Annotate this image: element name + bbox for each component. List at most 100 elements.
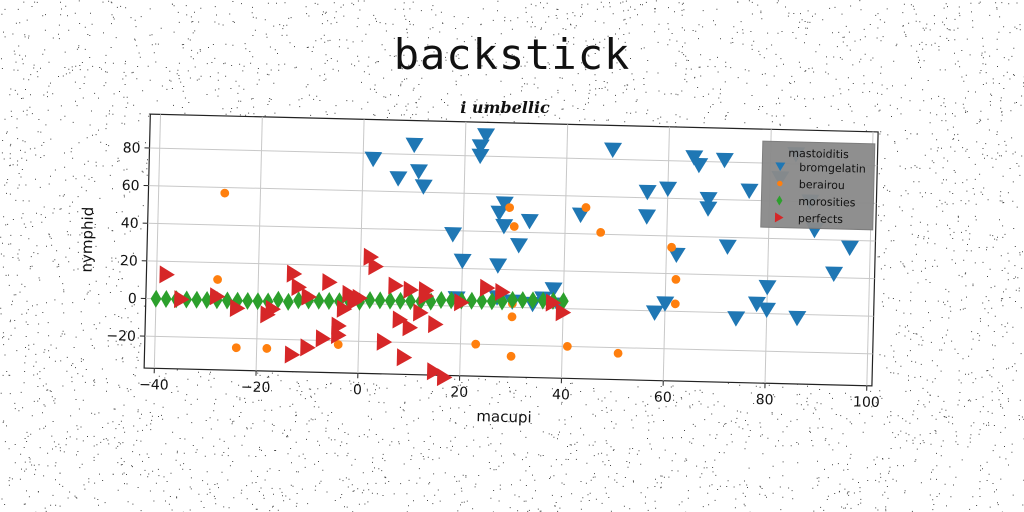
perfects-point bbox=[392, 310, 409, 329]
morosities-point bbox=[405, 292, 416, 311]
morosities-point bbox=[517, 291, 529, 310]
morosities-point bbox=[242, 291, 254, 310]
morosities-point bbox=[364, 291, 376, 310]
legend-label-morosities: morosities bbox=[798, 195, 856, 209]
bromgelatin-point bbox=[364, 151, 383, 168]
plot-area bbox=[143, 113, 879, 387]
morosities-point bbox=[374, 291, 386, 310]
perfects-point bbox=[322, 273, 338, 292]
x-grid-line bbox=[459, 121, 467, 376]
y-tick-label: 20 bbox=[120, 253, 138, 269]
bromgelatin-point bbox=[520, 213, 539, 230]
legend: mastoiditis bromgelatin berairou morositie… bbox=[760, 140, 876, 231]
y-tick-label: 40 bbox=[121, 216, 139, 232]
bromgelatin-point bbox=[825, 266, 844, 282]
berairou-point bbox=[507, 312, 517, 322]
x-tick-label: 20 bbox=[450, 385, 468, 401]
legend-label-bromgelatin: bromgelatin bbox=[799, 161, 866, 176]
bromgelatin-point bbox=[405, 137, 424, 154]
axis-ticks: −40 −20 0 20 40 60 80 100 −20 0 20 40 60 80 bbox=[106, 140, 880, 411]
x-grid-line bbox=[153, 114, 162, 369]
y-axis-label: nymphid bbox=[77, 207, 97, 273]
berairou-point bbox=[505, 203, 515, 212]
berairou-point bbox=[231, 343, 241, 353]
y-tick-label: −20 bbox=[106, 328, 136, 345]
x-tick-label: 80 bbox=[756, 392, 774, 408]
berairou-point bbox=[581, 203, 591, 212]
perfects-point bbox=[336, 299, 353, 318]
berairou-point bbox=[213, 275, 222, 284]
morosities-point bbox=[557, 292, 569, 311]
x-tick-label: −40 bbox=[139, 377, 169, 394]
bromgelatin-point bbox=[604, 142, 623, 158]
x-grid-line bbox=[255, 116, 263, 371]
morosities-point bbox=[323, 292, 335, 311]
perfects-point bbox=[284, 345, 301, 364]
perfects-point bbox=[209, 287, 226, 306]
bromgelatin-point bbox=[495, 196, 514, 212]
perfects-point bbox=[363, 247, 380, 266]
perfects-point bbox=[286, 264, 303, 283]
perfects-point bbox=[413, 303, 429, 322]
perfects-point bbox=[159, 265, 175, 284]
bromgelatin-point bbox=[510, 238, 529, 254]
perfects-point bbox=[555, 303, 572, 322]
morosities-point bbox=[445, 291, 457, 310]
berairou-point bbox=[471, 339, 481, 349]
morosities-point bbox=[527, 291, 539, 310]
perfects-point bbox=[368, 257, 384, 276]
bromgelatin-point bbox=[638, 209, 657, 225]
bromgelatin-point bbox=[718, 239, 737, 255]
bromgelatin-point bbox=[471, 148, 490, 165]
perfects-point bbox=[301, 287, 317, 306]
morosities-point bbox=[252, 292, 264, 311]
legend-marker-berairou bbox=[777, 180, 783, 187]
morosities-point bbox=[486, 292, 498, 311]
y-grid-line bbox=[144, 335, 873, 355]
legend-marker-morosities bbox=[776, 195, 783, 206]
berairou-point bbox=[596, 228, 606, 237]
morosities-point bbox=[293, 291, 304, 310]
morosities-point bbox=[507, 290, 518, 309]
legend-label-berairou: berairou bbox=[799, 178, 845, 192]
bromgelatin-point bbox=[477, 128, 496, 144]
berairou-point bbox=[262, 344, 272, 353]
bromgelatin-point bbox=[699, 201, 718, 217]
x-tick-label: 0 bbox=[353, 382, 362, 398]
berairou-point bbox=[667, 242, 676, 252]
bromgelatin-point bbox=[656, 296, 675, 312]
bromgelatin-point bbox=[840, 240, 859, 257]
berairou-point bbox=[670, 299, 680, 309]
bromgelatin-point bbox=[715, 152, 734, 169]
morosities-point bbox=[466, 291, 478, 310]
perfects-point bbox=[342, 284, 358, 303]
perfects-point bbox=[428, 315, 444, 334]
bromgelatin-point bbox=[410, 164, 429, 180]
perfects-point bbox=[300, 338, 316, 357]
perfects-point bbox=[291, 277, 307, 296]
bromgelatin-point bbox=[659, 181, 678, 197]
bromgelatin-point bbox=[740, 183, 759, 199]
x-tick-label: 100 bbox=[853, 394, 880, 411]
morosities-point bbox=[160, 289, 172, 308]
bromgelatin-point bbox=[471, 139, 490, 155]
chart-subtitle: i umbellic bbox=[460, 98, 550, 117]
perfects-point bbox=[403, 280, 419, 299]
bromgelatin-point bbox=[489, 258, 508, 274]
legend-title: mastoiditis bbox=[788, 147, 849, 161]
perfects-point bbox=[376, 332, 393, 351]
perfects-point bbox=[315, 329, 332, 348]
perfects-point bbox=[454, 293, 470, 312]
morosities-point bbox=[476, 292, 488, 311]
morosities-point bbox=[435, 291, 447, 310]
bromgelatin-point bbox=[414, 179, 433, 195]
morosities-point bbox=[272, 290, 284, 309]
y-tick-label: 0 bbox=[128, 291, 137, 307]
morosities-point bbox=[384, 291, 396, 310]
perfects-point bbox=[418, 286, 435, 305]
bromgelatin-point bbox=[699, 191, 718, 208]
bromgelatin-point bbox=[444, 227, 463, 243]
perfects-point bbox=[174, 290, 190, 309]
perfects-point bbox=[352, 288, 368, 307]
